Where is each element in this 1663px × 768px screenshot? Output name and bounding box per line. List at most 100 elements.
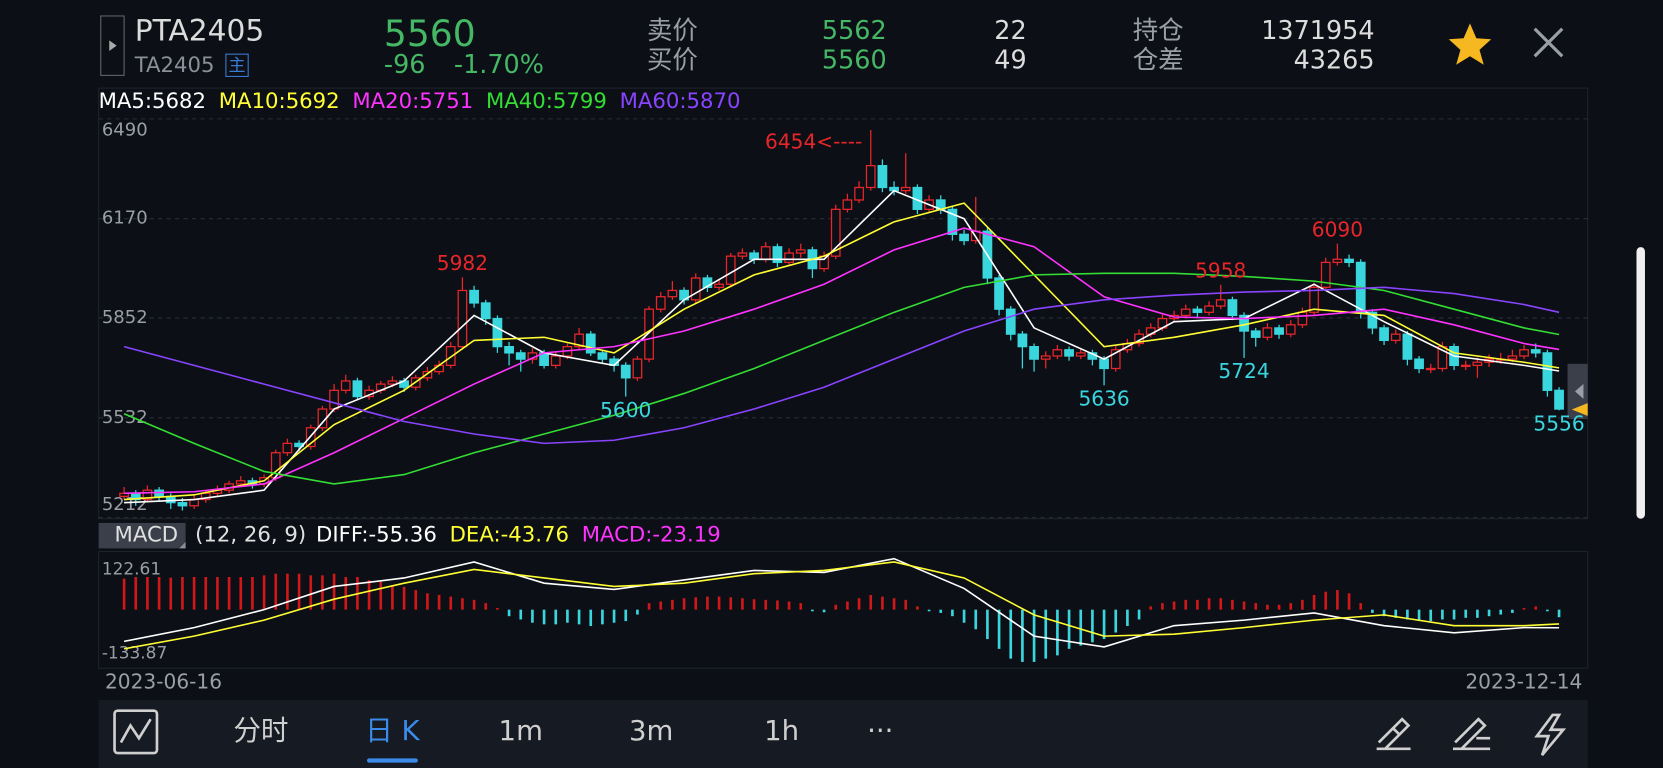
y-tick-label: 122.61 bbox=[102, 559, 161, 579]
tab[interactable]: 日 K bbox=[365, 714, 420, 747]
candle-body bbox=[1542, 352, 1553, 391]
main-tag: 主 bbox=[229, 55, 246, 75]
candle-body bbox=[480, 302, 491, 320]
candle-body bbox=[947, 208, 958, 235]
price-annotation: 6090 bbox=[1312, 217, 1363, 241]
chart-type-button[interactable] bbox=[113, 709, 159, 755]
candle-body bbox=[1519, 349, 1529, 357]
open-interest: 1371954 bbox=[1261, 16, 1374, 46]
macd-panel bbox=[98, 551, 1589, 669]
ma-line bbox=[124, 189, 1560, 504]
candle-body bbox=[574, 333, 584, 348]
candle-body bbox=[1110, 349, 1121, 370]
price-annotation: 5600 bbox=[600, 398, 651, 422]
y-tick-label: 5852 bbox=[102, 307, 148, 328]
legend-entry: DIFF:-55.36 bbox=[316, 523, 437, 548]
macd-params: (12, 26, 9) bbox=[195, 523, 306, 548]
candle-body bbox=[1402, 333, 1413, 360]
legend-entry: MACD:-23.19 bbox=[582, 523, 721, 548]
candle-body bbox=[1309, 286, 1319, 313]
macd-tab[interactable] bbox=[98, 522, 186, 549]
symbol: PTA2405 bbox=[135, 13, 265, 48]
change: -96 bbox=[384, 50, 426, 80]
candle-body bbox=[632, 358, 643, 379]
candle-body bbox=[177, 502, 188, 507]
legend-entry: MA5:5682 bbox=[99, 89, 206, 114]
legend-entry: MA10:5692 bbox=[219, 89, 340, 114]
candle-body bbox=[445, 346, 456, 366]
price-annotation: 6454<---- bbox=[765, 129, 862, 153]
contract-code: TA2405 bbox=[134, 53, 215, 78]
edit-button[interactable] bbox=[1453, 717, 1491, 751]
candle-body bbox=[842, 199, 853, 210]
candle-body bbox=[1017, 333, 1028, 348]
candle-body bbox=[1040, 355, 1051, 360]
candle-body bbox=[1250, 330, 1261, 338]
tab[interactable]: 1h bbox=[764, 714, 799, 747]
candle-body bbox=[352, 380, 363, 398]
candle-body bbox=[492, 317, 503, 348]
candle-body bbox=[550, 355, 561, 366]
date-end: 2023-12-14 bbox=[1465, 670, 1582, 694]
oi-change: 43265 bbox=[1294, 46, 1375, 76]
ma-legend: MA5:5682 MA10:5692 MA20:5751 MA40:5799 MA60:… bbox=[99, 89, 741, 114]
chart-type-icon bbox=[119, 718, 152, 744]
last-price: 5560 bbox=[384, 13, 476, 55]
tab-underline bbox=[366, 758, 418, 763]
candle-body bbox=[1390, 333, 1401, 342]
price-annotation: 5724 bbox=[1218, 359, 1269, 383]
favorite-star[interactable] bbox=[1448, 23, 1492, 65]
candle-body bbox=[1204, 305, 1214, 313]
candle-body bbox=[690, 277, 701, 301]
tab[interactable]: 1m bbox=[499, 714, 543, 747]
flash-button[interactable] bbox=[1534, 713, 1567, 757]
candle-body bbox=[1379, 327, 1389, 342]
ma-line bbox=[124, 227, 1560, 495]
y-tick-label: 5532 bbox=[102, 407, 148, 428]
candle-body bbox=[819, 255, 829, 270]
toggle-arrow bbox=[109, 40, 117, 51]
candle-body bbox=[1052, 349, 1063, 357]
candle-body bbox=[784, 252, 794, 264]
candle-body bbox=[702, 277, 713, 288]
candle-body bbox=[1099, 358, 1109, 370]
price-annotation: 5556 bbox=[1533, 412, 1584, 436]
candle-body bbox=[1285, 324, 1296, 335]
tab[interactable]: 分时 bbox=[233, 714, 288, 747]
candle-body bbox=[422, 370, 433, 379]
ask-volume: 22 bbox=[994, 16, 1026, 46]
candle-body bbox=[1215, 299, 1226, 307]
scrollbar[interactable] bbox=[1636, 247, 1645, 519]
candle-body bbox=[854, 186, 864, 201]
y-tick-label: -133.87 bbox=[102, 642, 167, 662]
y-tick-label: 5212 bbox=[102, 494, 148, 515]
tab[interactable]: 3m bbox=[629, 714, 673, 747]
candle-body bbox=[515, 352, 526, 360]
candle-body bbox=[1332, 258, 1343, 264]
candle-body bbox=[1064, 349, 1074, 357]
more-button[interactable]: ··· bbox=[867, 714, 893, 747]
candle-body bbox=[1075, 352, 1086, 357]
legend-entry: MA60:5870 bbox=[620, 89, 741, 114]
candle-body bbox=[1460, 364, 1471, 368]
candle-body bbox=[1005, 308, 1016, 335]
candle-body bbox=[1262, 327, 1273, 338]
oi-change-label: 仓差 bbox=[1133, 46, 1184, 76]
candle-body bbox=[994, 277, 1004, 310]
candle-body bbox=[900, 186, 911, 192]
candle-body bbox=[1297, 311, 1308, 326]
candle-body bbox=[282, 442, 293, 454]
candle-body bbox=[1425, 367, 1436, 371]
price-annotation: 5982 bbox=[437, 251, 488, 275]
close-button[interactable] bbox=[1533, 27, 1564, 58]
handle-arrow bbox=[1574, 384, 1584, 399]
candle-body bbox=[644, 308, 654, 360]
ma-line bbox=[123, 286, 1560, 445]
price-pointer bbox=[1571, 403, 1588, 416]
bid-volume: 49 bbox=[994, 46, 1026, 76]
candle-body bbox=[469, 289, 479, 304]
side-toggle[interactable] bbox=[100, 15, 125, 76]
candle-body bbox=[1192, 308, 1203, 313]
draw-button[interactable] bbox=[1376, 717, 1411, 751]
candle-body bbox=[1344, 258, 1354, 264]
